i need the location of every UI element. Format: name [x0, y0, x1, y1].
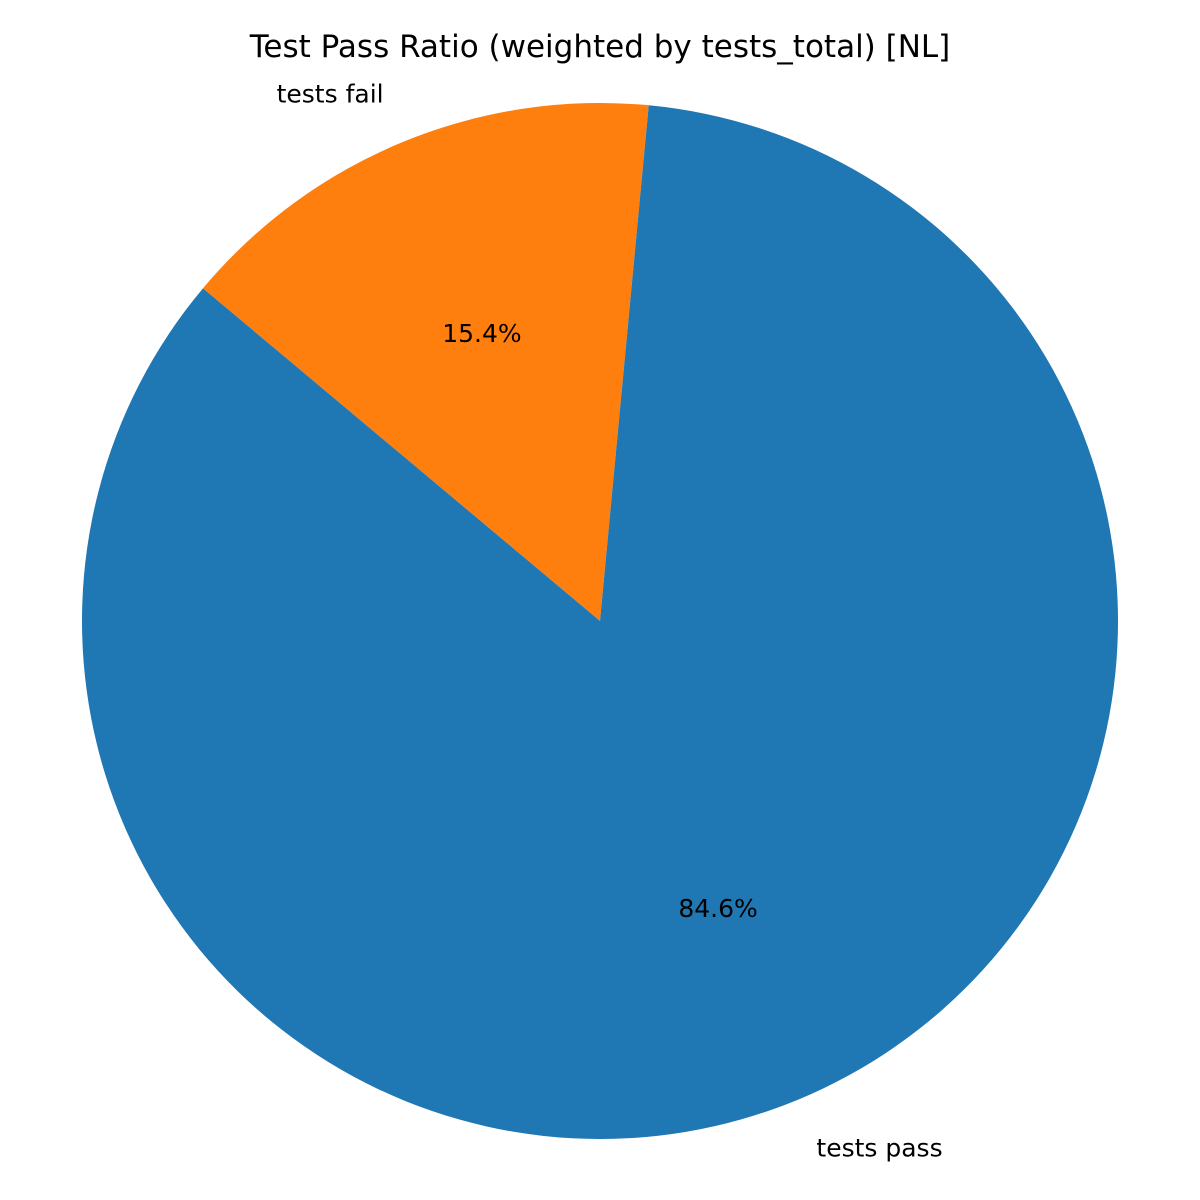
- pie-wedges: [82, 103, 1119, 1140]
- slice-label-tests-pass: tests pass: [816, 1134, 942, 1163]
- pie-slice-tests-fail: [202, 103, 649, 621]
- slice-label-tests-fail: tests fail: [277, 79, 384, 108]
- pie-labels: 15.4% tests fail 84.6% tests pass: [277, 79, 943, 1162]
- pie-slice-tests-pass: [82, 105, 1119, 1140]
- pct-label-tests-fail: 15.4%: [442, 319, 521, 348]
- chart-title: Test Pass Ratio (weighted by tests_total…: [249, 29, 951, 65]
- pct-label-tests-pass: 84.6%: [678, 894, 757, 923]
